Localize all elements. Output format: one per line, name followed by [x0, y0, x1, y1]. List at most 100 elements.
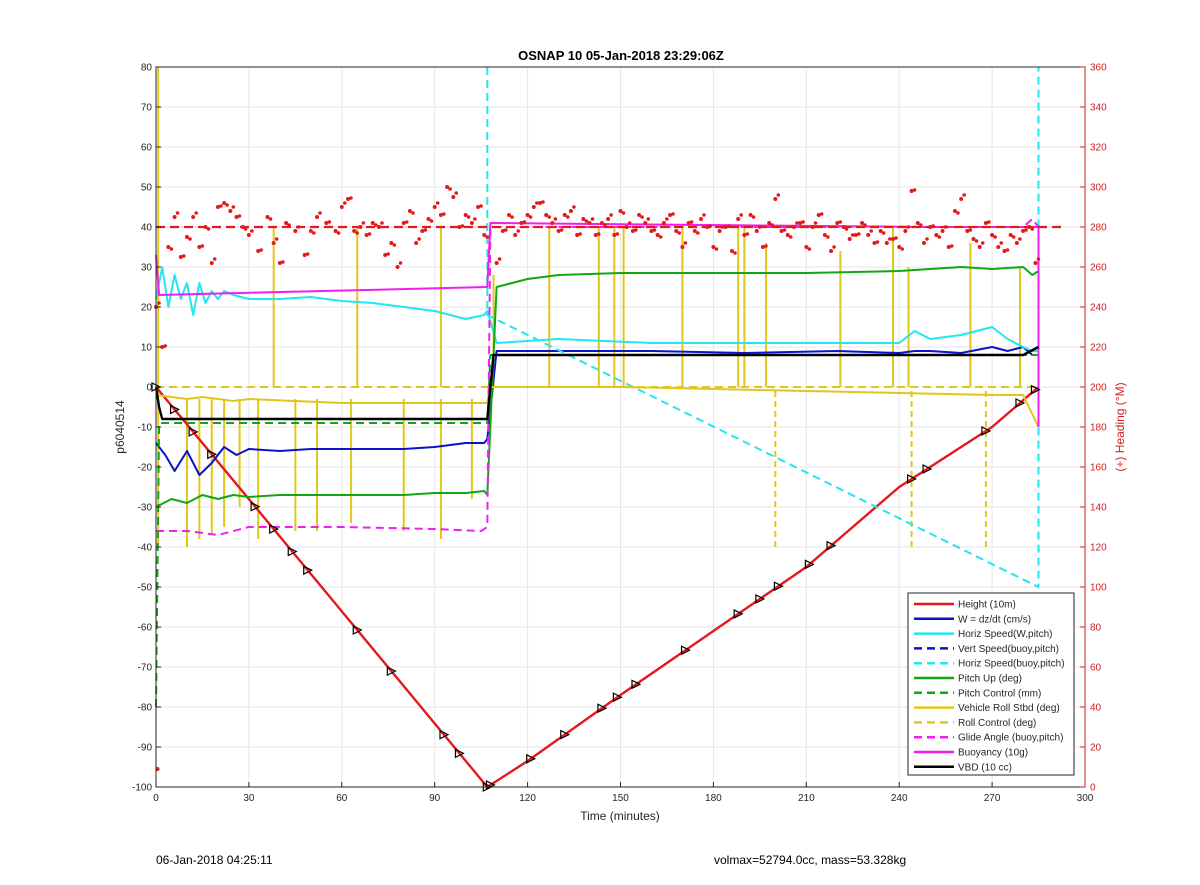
heading-dot	[203, 225, 208, 229]
heading-dot	[219, 204, 223, 208]
heading-dot	[943, 225, 948, 229]
heading-dot	[878, 229, 883, 233]
y2-tick-label: 200	[1090, 383, 1107, 394]
heading-dot	[739, 213, 743, 217]
y2-tick-label: 100	[1090, 583, 1107, 594]
heading-dot	[928, 225, 933, 229]
y-tick-label: -90	[138, 743, 153, 754]
heading-dot	[445, 185, 450, 189]
heading-dot	[584, 219, 589, 223]
y2-tick-label: 280	[1090, 223, 1107, 234]
heading-dot	[256, 249, 261, 253]
heading-dot	[788, 235, 793, 239]
legend-label: Pitch Control (mm)	[958, 688, 1041, 699]
heading-dot	[343, 201, 347, 205]
heading-dot	[606, 217, 611, 221]
height-marker	[560, 729, 571, 740]
heading-dot	[962, 193, 966, 197]
legend-label: Buoyancy (10g)	[958, 748, 1028, 759]
height-marker	[922, 464, 933, 474]
height-marker	[303, 565, 314, 576]
heading-dot	[857, 232, 861, 236]
heading-dot	[404, 220, 409, 224]
heading-dot	[838, 220, 843, 224]
heading-dot	[423, 228, 428, 232]
heading-dot	[265, 215, 270, 219]
heading-dot	[215, 205, 220, 209]
heading-dot	[367, 232, 372, 236]
legend-box	[907, 592, 1075, 776]
heading-dot	[640, 215, 644, 219]
heading-dot	[497, 257, 502, 261]
y-tick-label: -50	[138, 583, 153, 594]
heading-dot	[599, 221, 604, 225]
heading-dot	[612, 233, 617, 237]
heading-dot	[407, 209, 412, 213]
series-line-2	[155, 266, 1039, 352]
heading-dot	[705, 225, 710, 229]
heading-dot	[949, 244, 954, 248]
heading-dot	[293, 229, 298, 233]
legend-label: W = dz/dt (cm/s)	[958, 614, 1031, 625]
heading-dot	[155, 767, 160, 771]
heading-dot	[692, 229, 697, 233]
heading-dot	[993, 235, 997, 239]
heading-dot	[389, 241, 394, 245]
heading-dot	[274, 237, 279, 241]
heading-dot	[1030, 227, 1035, 231]
height-marker	[269, 524, 280, 535]
y2-axis-ticks: 0 20 40 60 80 100 120 140 160 180 200 220 240 260 280 3…	[1080, 63, 1107, 794]
heading-dot	[479, 204, 483, 208]
heading-dot	[358, 225, 363, 229]
heading-dot	[860, 221, 865, 225]
y-tick-label: 0	[146, 383, 152, 394]
heading-dot	[525, 213, 530, 217]
height-marker	[597, 703, 608, 714]
heading-dot	[646, 217, 651, 221]
heading-dot	[665, 217, 669, 221]
heading-dot	[420, 229, 425, 233]
y2-tick-label: 300	[1090, 183, 1107, 194]
heading-dot	[593, 233, 598, 237]
y-tick-label: 70	[141, 103, 153, 114]
heading-dot	[243, 227, 248, 231]
y-tick-label: 20	[141, 303, 153, 314]
heading-dot	[637, 213, 642, 217]
heading-dot	[268, 217, 273, 221]
series-line-11	[154, 345, 1040, 421]
heading-dot	[900, 247, 904, 251]
y-tick-label: -20	[138, 463, 153, 474]
legend: Height (10m) W = dz/dt (cm/s) Horiz Speed(…	[907, 592, 1075, 776]
y2-axis-label: (+) Heading (°M)	[1113, 382, 1127, 471]
heading-dot	[225, 203, 229, 207]
heading-dot	[683, 241, 688, 245]
heading-dot	[940, 229, 945, 233]
heading-dot	[1018, 237, 1022, 241]
heading-dot	[228, 209, 233, 213]
heading-dot	[333, 229, 338, 233]
heading-dot	[568, 209, 573, 213]
height-marker	[1030, 384, 1041, 395]
heading-dot	[863, 223, 867, 227]
height-marker	[755, 594, 766, 604]
heading-dot	[556, 229, 561, 233]
y2-tick-label: 80	[1090, 623, 1102, 634]
heading-dot	[618, 209, 623, 213]
heading-dot	[259, 248, 263, 252]
heading-dot	[442, 212, 446, 216]
heading-dot	[513, 233, 518, 237]
heading-dot	[392, 243, 397, 247]
heading-dot	[733, 251, 737, 255]
x-tick-label: 180	[705, 793, 722, 804]
heading-dot	[674, 229, 679, 233]
heading-dot	[884, 241, 889, 245]
heading-dot	[575, 233, 580, 237]
heading-dot	[869, 229, 874, 233]
heading-dot	[398, 261, 403, 265]
heading-dot	[411, 211, 415, 215]
heading-dot	[169, 247, 174, 251]
heading-dot	[312, 231, 316, 235]
heading-dot	[504, 228, 508, 232]
height-marker	[386, 666, 397, 677]
